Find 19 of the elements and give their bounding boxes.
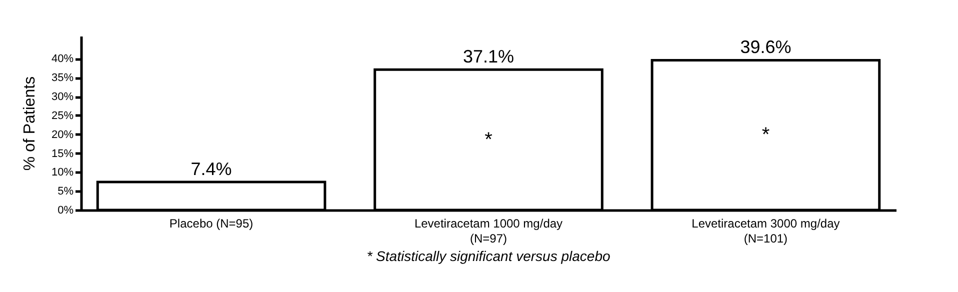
y-tick-label: 35% bbox=[51, 72, 74, 84]
y-tick-label: 20% bbox=[51, 128, 74, 141]
text: * Statistically significant versus placebo bbox=[366, 248, 610, 264]
x-tick-label: Levetiracetam 1000 mg/day (N=97) bbox=[414, 216, 563, 246]
y-tick-label: 25% bbox=[51, 110, 74, 122]
y-tick-label: 40% bbox=[51, 53, 74, 66]
x-tick-label: Placebo (N=95) bbox=[169, 216, 254, 230]
y-tick-label: 5% bbox=[58, 186, 74, 198]
data-label: 7.4% bbox=[190, 159, 232, 180]
annotation: * bbox=[484, 128, 493, 151]
annotation: * bbox=[762, 124, 770, 146]
y-tick-label: 15% bbox=[51, 148, 74, 160]
data-label: 39.6% bbox=[740, 37, 792, 58]
y-tick-label: 30% bbox=[51, 91, 74, 104]
x-tick-label: Levetiracetam 3000 mg/day (N=101) bbox=[692, 216, 840, 246]
data-label: 37.1% bbox=[462, 46, 514, 67]
y-tick-label: 10% bbox=[51, 166, 74, 179]
y-tick-label: 0% bbox=[58, 204, 74, 216]
y-axis-title: % of Patients bbox=[21, 76, 38, 171]
